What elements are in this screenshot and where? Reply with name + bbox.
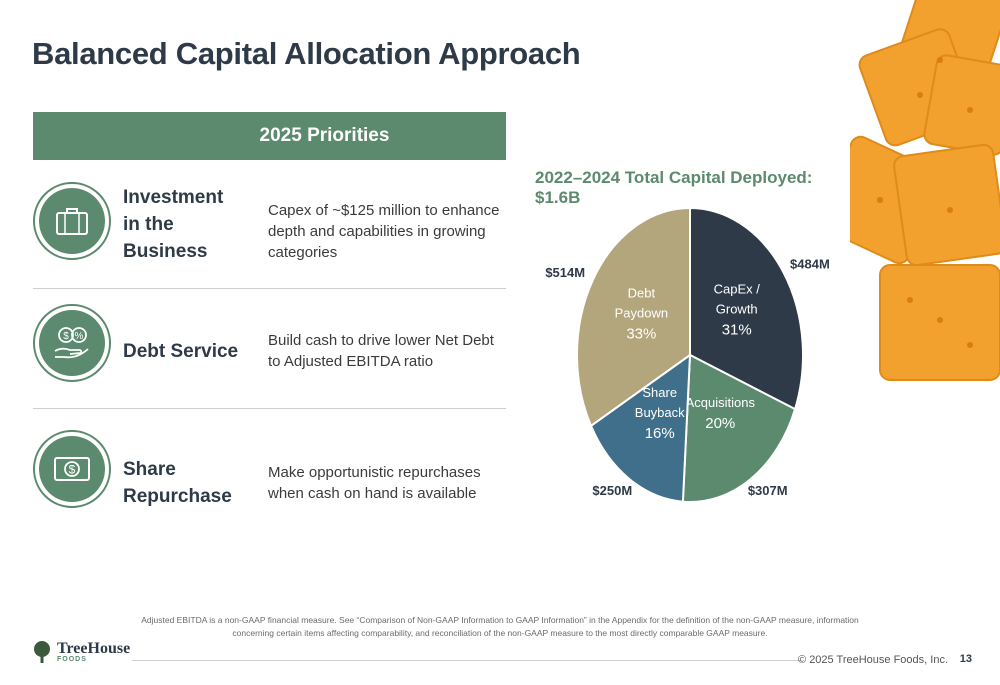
chart-title: 2022–2024 Total Capital Deployed: $1.6B (535, 168, 813, 207)
priority-description: Make opportunistic repurchases when cash… (268, 464, 481, 502)
slice-percent-label: 31% (722, 322, 752, 339)
slice-percent-label: 20% (705, 415, 735, 432)
priority-row: Investment in the Business Capex of ~$12… (33, 170, 506, 289)
priority-description: Capex of ~$125 million to enhance depth … (268, 202, 500, 261)
slice-amount-label: $307M (748, 483, 788, 498)
slice-label: Paydown (615, 306, 668, 321)
logo-sub: FOODS (57, 655, 87, 663)
pie-slice (689, 206, 804, 411)
tree-logo-icon (34, 641, 50, 663)
slice-percent-label: 33% (626, 326, 656, 343)
page-title: Balanced Capital Allocation Approach (32, 36, 581, 71)
slice-label: Growth (716, 302, 758, 317)
company-logo: TreeHouse FOODS (30, 640, 130, 664)
pie-slice (589, 352, 692, 503)
priority-description: Build cash to drive lower Net Debt to Ad… (268, 332, 494, 370)
pie-slice (681, 353, 797, 503)
slice-label: Share (642, 385, 677, 400)
footer-divider (132, 660, 802, 661)
copyright: © 2025 TreeHouse Foods, Inc. (798, 654, 948, 666)
cracker-image (850, 0, 1000, 381)
pie-slice (576, 206, 691, 428)
slice-label: Buyback (635, 405, 685, 420)
slice-amount-label: $484M (790, 257, 830, 272)
slice-amount-label: $514M (545, 265, 585, 280)
priority-name: Share Repurchase (123, 459, 232, 507)
priority-icon-circle (33, 182, 111, 260)
priority-icon-circle: $ % (33, 304, 111, 382)
priorities-header: 2025 Priorities (33, 112, 506, 160)
slice-label: CapEx / (714, 282, 761, 297)
pie-chart: CapEx / Growth 31% $484M Acquisitions 20% $307… (545, 206, 830, 503)
slice-label: Debt (628, 286, 656, 301)
priority-icon-circle: $ (33, 430, 111, 508)
slice-percent-label: 16% (645, 425, 675, 442)
briefcase-icon (56, 208, 88, 235)
svg-text:$: $ (63, 331, 69, 342)
hand-money-icon: $ % (54, 327, 89, 359)
svg-text:%: % (75, 331, 84, 342)
priority-row: $ Share Repurchase Make opportunistic re… (33, 418, 506, 536)
slice-amount-label: $250M (592, 483, 632, 498)
page-number: 13 (959, 653, 972, 665)
priority-row: $ % Debt Service Build cash to drive low… (33, 292, 506, 409)
logo-name: TreeHouse (57, 639, 131, 657)
priority-name: Investment in the Business (123, 187, 224, 262)
slice-label: Acquisitions (686, 395, 756, 410)
priority-name: Debt Service (123, 341, 239, 362)
svg-text:$: $ (69, 463, 76, 477)
dollar-bill-icon: $ (54, 457, 90, 481)
footnote: Adjusted EBITDA is a non-GAAP financial … (141, 615, 859, 638)
